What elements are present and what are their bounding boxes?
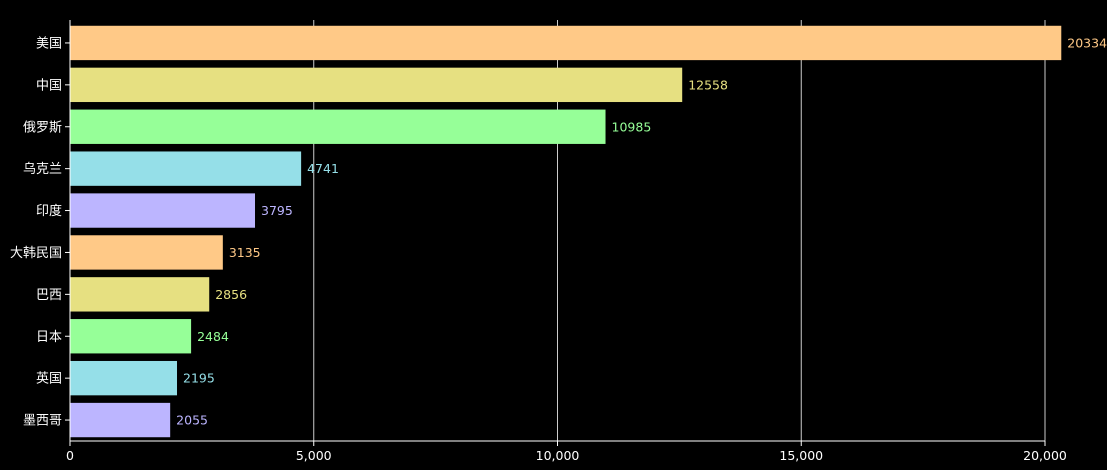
value-label: 10985 [612, 119, 652, 134]
category-label: 中国 [36, 78, 62, 93]
bar [70, 151, 302, 186]
value-label: 2055 [176, 413, 208, 428]
category-label: 日本 [36, 330, 62, 345]
axes [65, 20, 1046, 446]
bar [70, 319, 192, 354]
category-label: 美国 [36, 36, 62, 51]
bar [70, 277, 210, 312]
value-label: 4741 [307, 161, 339, 176]
bar [70, 235, 223, 270]
value-label: 3135 [229, 245, 261, 260]
category-label: 英国 [36, 372, 62, 387]
value-label: 2856 [215, 287, 247, 302]
value-label: 2484 [197, 329, 229, 344]
category-label: 乌克兰 [23, 161, 62, 177]
value-label: 20334 [1067, 35, 1107, 50]
bar [70, 109, 606, 144]
category-label: 印度 [36, 203, 62, 219]
bar [70, 193, 256, 228]
x-tick-label: 15,000 [779, 448, 823, 463]
category-label: 俄罗斯 [23, 120, 62, 135]
value-label: 12558 [688, 77, 728, 92]
value-label: 3795 [261, 203, 293, 218]
x-tick-label: 10,000 [536, 448, 580, 463]
bar [70, 360, 178, 396]
bar [70, 25, 1062, 61]
category-label: 墨西哥 [23, 414, 62, 429]
value-label: 2195 [183, 371, 215, 386]
labels: 20334 美国 12558 中国 10985 俄罗斯 4741 乌克兰 3795 印度 3135 大… [10, 35, 1107, 463]
bars [70, 25, 1062, 438]
x-tick-label: 20,000 [1023, 448, 1067, 463]
bar [70, 67, 683, 103]
x-tick-label: 0 [66, 448, 74, 463]
x-tick-label: 5,000 [296, 448, 332, 463]
category-label: 大韩民国 [10, 246, 62, 261]
bar [70, 402, 171, 438]
category-label: 巴西 [36, 288, 62, 303]
